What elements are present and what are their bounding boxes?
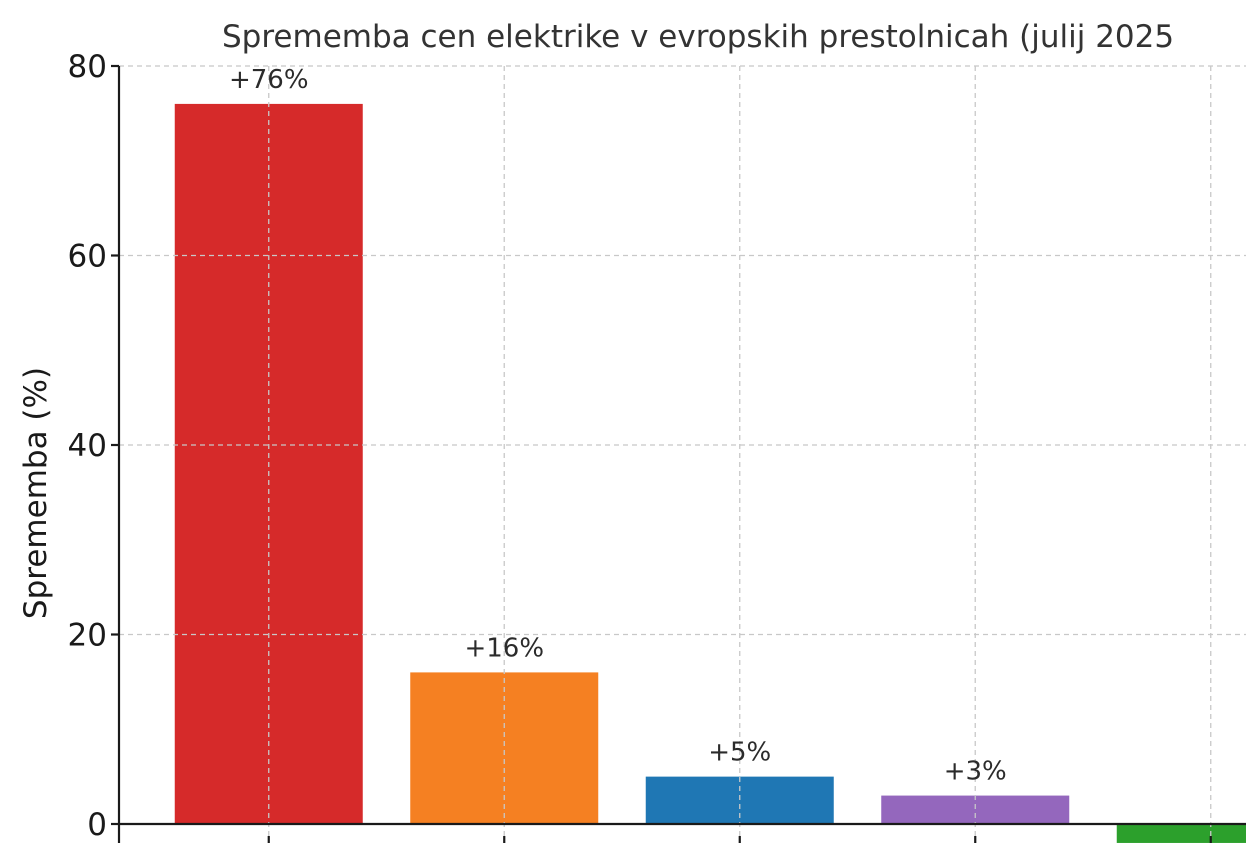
- axes: 0 20 40 60 80: [68, 49, 1246, 843]
- bar: [1116, 824, 1246, 843]
- chart-title: Sprememba cen elektrike v evropskih pres…: [222, 19, 1174, 55]
- data-label: +16%: [464, 633, 544, 663]
- bar: [881, 795, 1070, 824]
- y-tick-label: 20: [68, 618, 107, 654]
- y-tick-label: 60: [68, 239, 107, 275]
- grid-lines: [119, 65, 1246, 843]
- y-tick-label: 80: [68, 49, 107, 85]
- bar: [410, 672, 599, 824]
- data-label: +3%: [944, 757, 1007, 787]
- y-tick-label: 0: [87, 807, 107, 843]
- data-label: +5%: [708, 738, 771, 768]
- data-label: +76%: [229, 65, 309, 95]
- y-axis-label: Sprememba (%): [18, 367, 54, 619]
- y-tick-label: 40: [68, 428, 107, 464]
- data-labels: +76% +16% +5% +3%: [229, 65, 1007, 787]
- bars: [174, 103, 1246, 843]
